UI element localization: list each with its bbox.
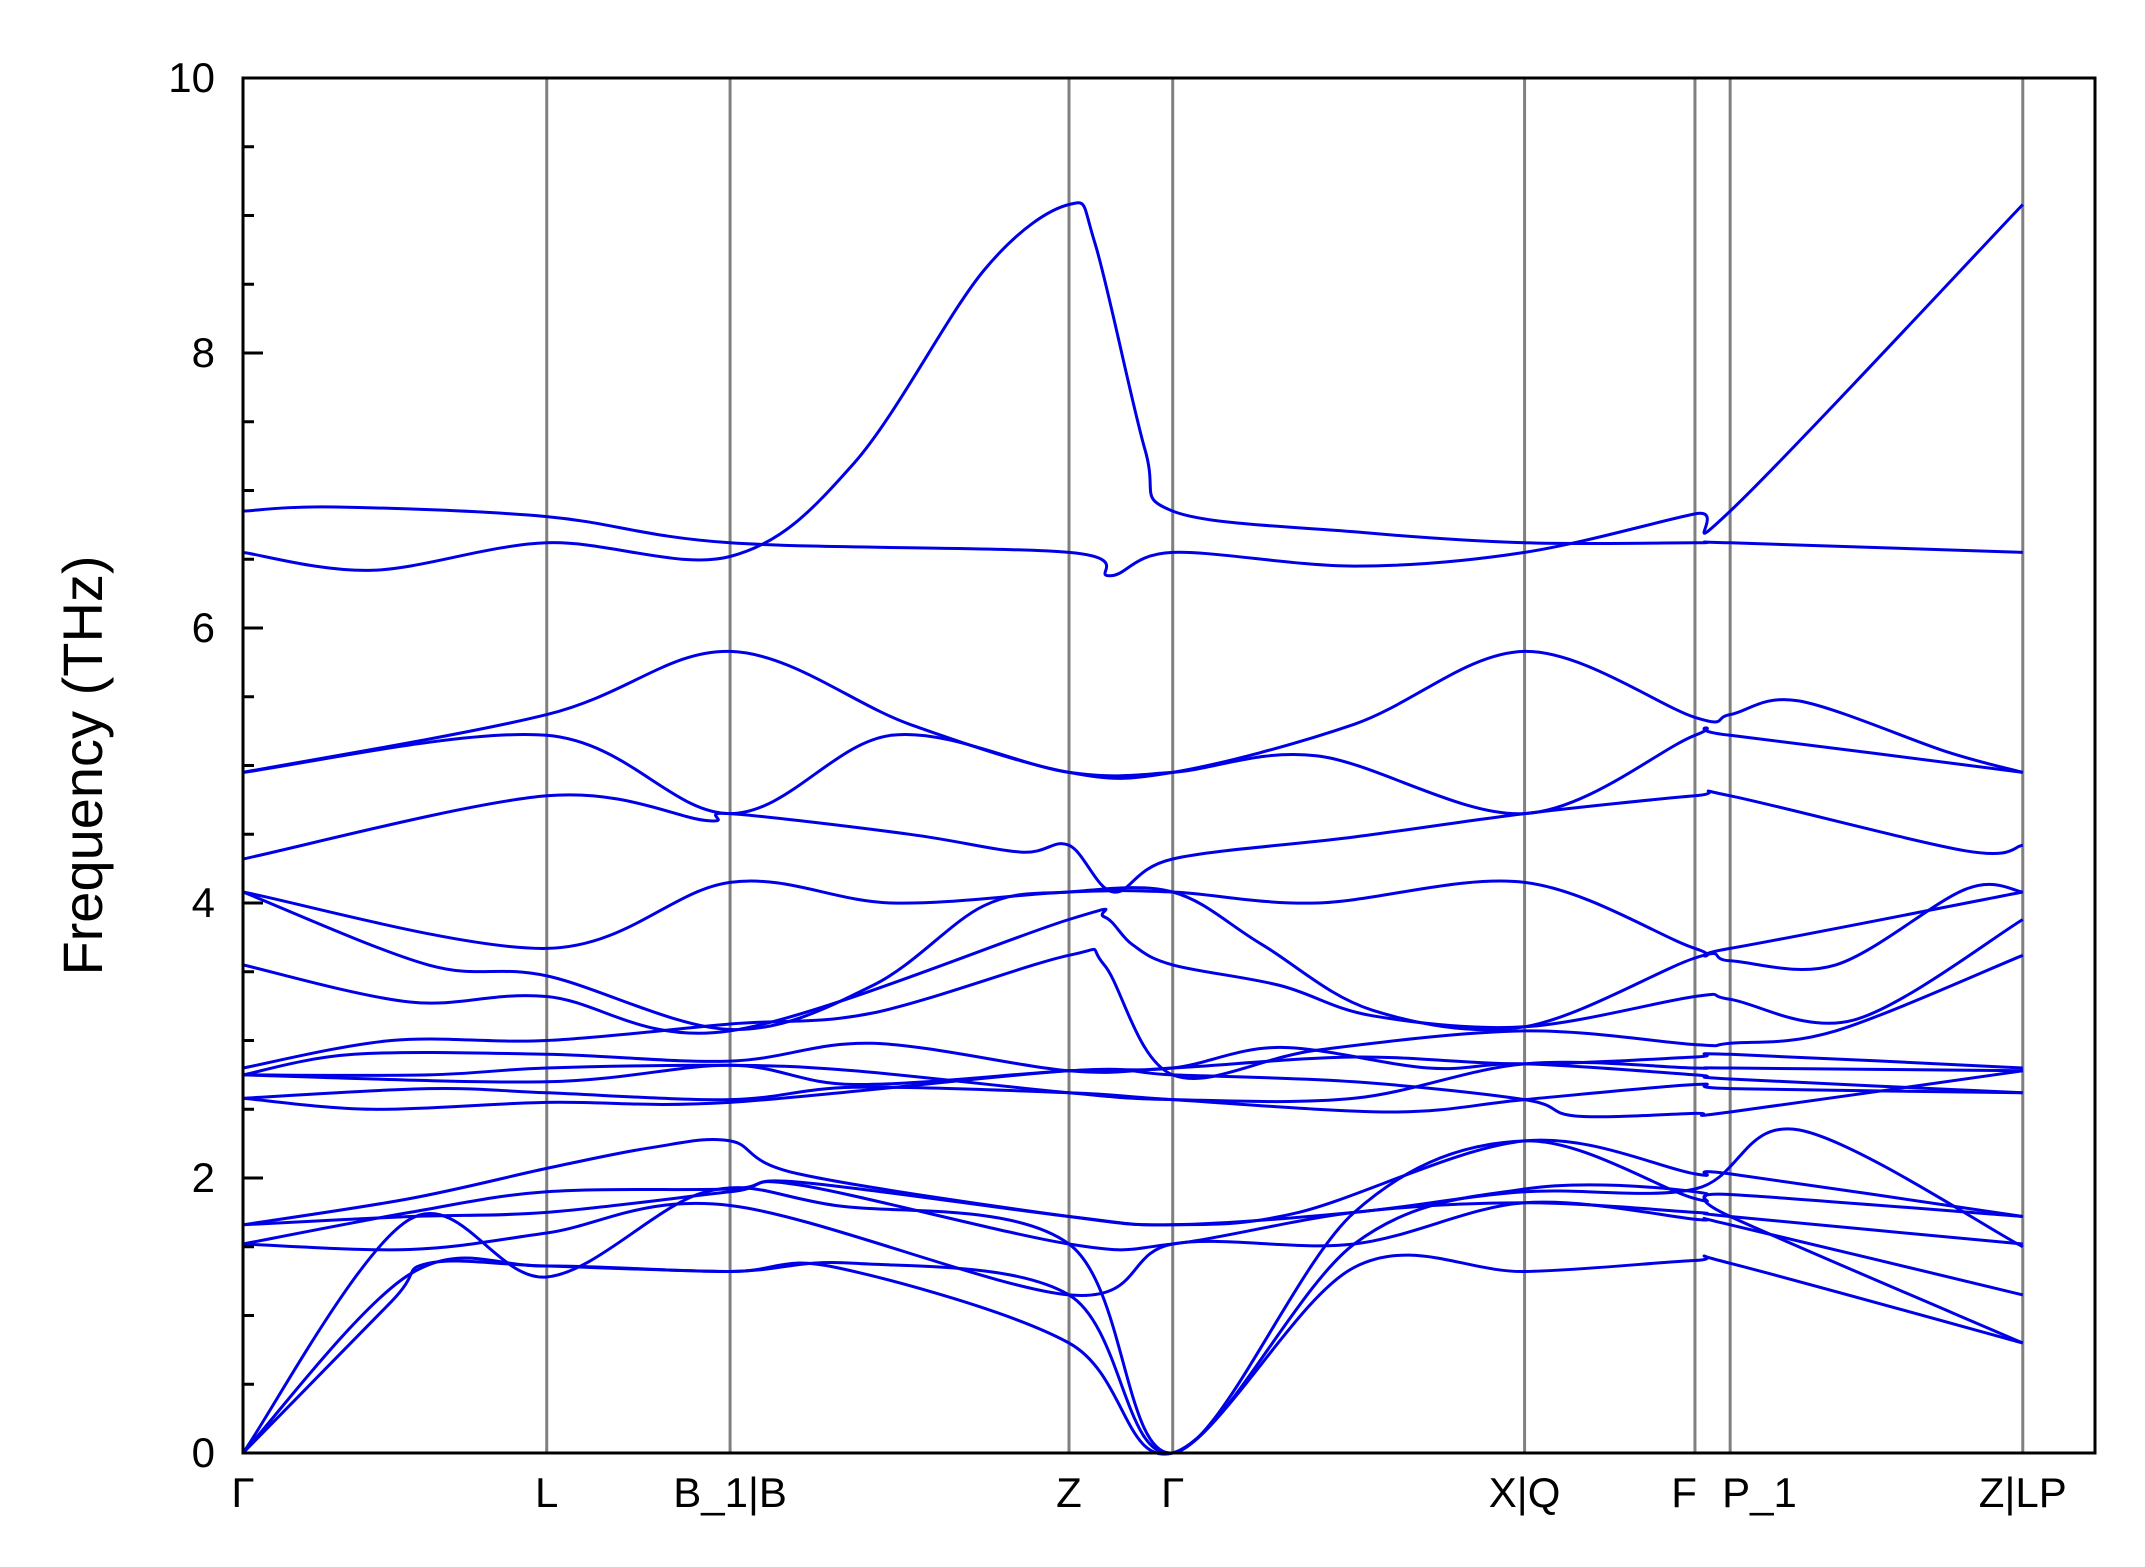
x-tick-label-3: Z [1056,1469,1082,1516]
x-tick-label-1: L [535,1469,558,1516]
x-tick-label-8: Z|LP [1979,1469,2067,1516]
band-line-3 [242,649,2024,780]
y-tick-label: 8 [192,329,215,376]
x-tick-label-5: X|Q [1489,1469,1561,1516]
band-line-16 [242,1127,2024,1249]
band-line-19 [241,1139,2023,1455]
y-tick-label: 2 [192,1154,215,1201]
band-line-13 [242,1082,2023,1114]
band-line-2 [242,201,2023,572]
y-tick-label: 10 [168,54,215,101]
band-line-9 [242,947,2024,1080]
y-axis-title: Frequency (THz) [51,555,114,975]
x-tick-label-2: B_1|B [673,1469,787,1516]
x-tick-label-6: F [1671,1469,1697,1516]
x-tick-label-4: Γ [1161,1469,1184,1516]
band-line-17 [242,1180,2023,1252]
band-line-5 [242,789,2024,894]
high-symmetry-lines [545,78,2025,1453]
band-line-14 [242,1067,2024,1119]
x-axis: Γ L B_1|B Z Γ X|Q F P_1 Z|LP [231,1469,2066,1516]
band-line-18 [242,1200,2024,1297]
y-tick-label: 0 [192,1429,215,1476]
y-axis: 0 2 4 6 8 10 [168,54,263,1476]
band-line-15 [242,1137,2024,1227]
band-line-7 [242,882,2024,1032]
band-line-1 [242,203,2024,578]
x-tick-label-0: Γ [231,1469,254,1516]
band-series-group [241,201,2024,1456]
band-line-8 [242,907,2024,1035]
y-tick-label: 6 [192,604,215,651]
y-tick-label: 4 [192,879,215,926]
band-line-21 [241,1253,2024,1456]
band-line-12 [242,1045,2023,1095]
band-line-4 [242,726,2023,816]
x-tick-label-7: P_1 [1722,1469,1797,1516]
